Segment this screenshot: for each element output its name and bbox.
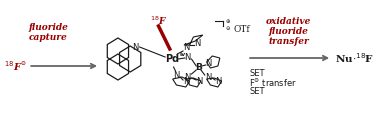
Text: capture: capture [29,33,68,42]
Text: N: N [184,72,191,82]
Text: oxidative: oxidative [266,16,311,26]
Text: $^{\ominus}$: $^{\ominus}$ [20,60,26,69]
Text: N: N [183,42,189,52]
Text: N: N [183,76,189,86]
Text: Pd: Pd [166,54,180,64]
Text: transfer: transfer [268,37,309,45]
Text: $^{18}$F: $^{18}$F [4,59,22,73]
Text: $^{\oplus}$: $^{\oplus}$ [225,19,232,27]
Text: fluoride: fluoride [28,23,68,31]
Text: iv: iv [179,53,186,57]
Text: N: N [194,38,200,48]
Text: OTf: OTf [233,26,249,34]
Text: $^{\ominus}$: $^{\ominus}$ [225,26,232,34]
Text: SET: SET [249,69,265,79]
Text: N: N [205,60,212,68]
Text: N: N [215,76,221,86]
Text: N: N [173,71,180,79]
Text: N: N [184,53,191,63]
Text: fluoride: fluoride [269,26,308,35]
Text: Nu$\cdot$$^{18}$F: Nu$\cdot$$^{18}$F [335,51,374,65]
Text: $^{18}$F: $^{18}$F [150,15,167,27]
Text: N: N [196,76,202,86]
Text: B: B [196,63,203,72]
Text: SET: SET [249,87,265,97]
Text: N: N [205,72,212,82]
Text: F$^{\ominus}$ transfer: F$^{\ominus}$ transfer [249,77,297,89]
Text: N: N [132,42,138,52]
